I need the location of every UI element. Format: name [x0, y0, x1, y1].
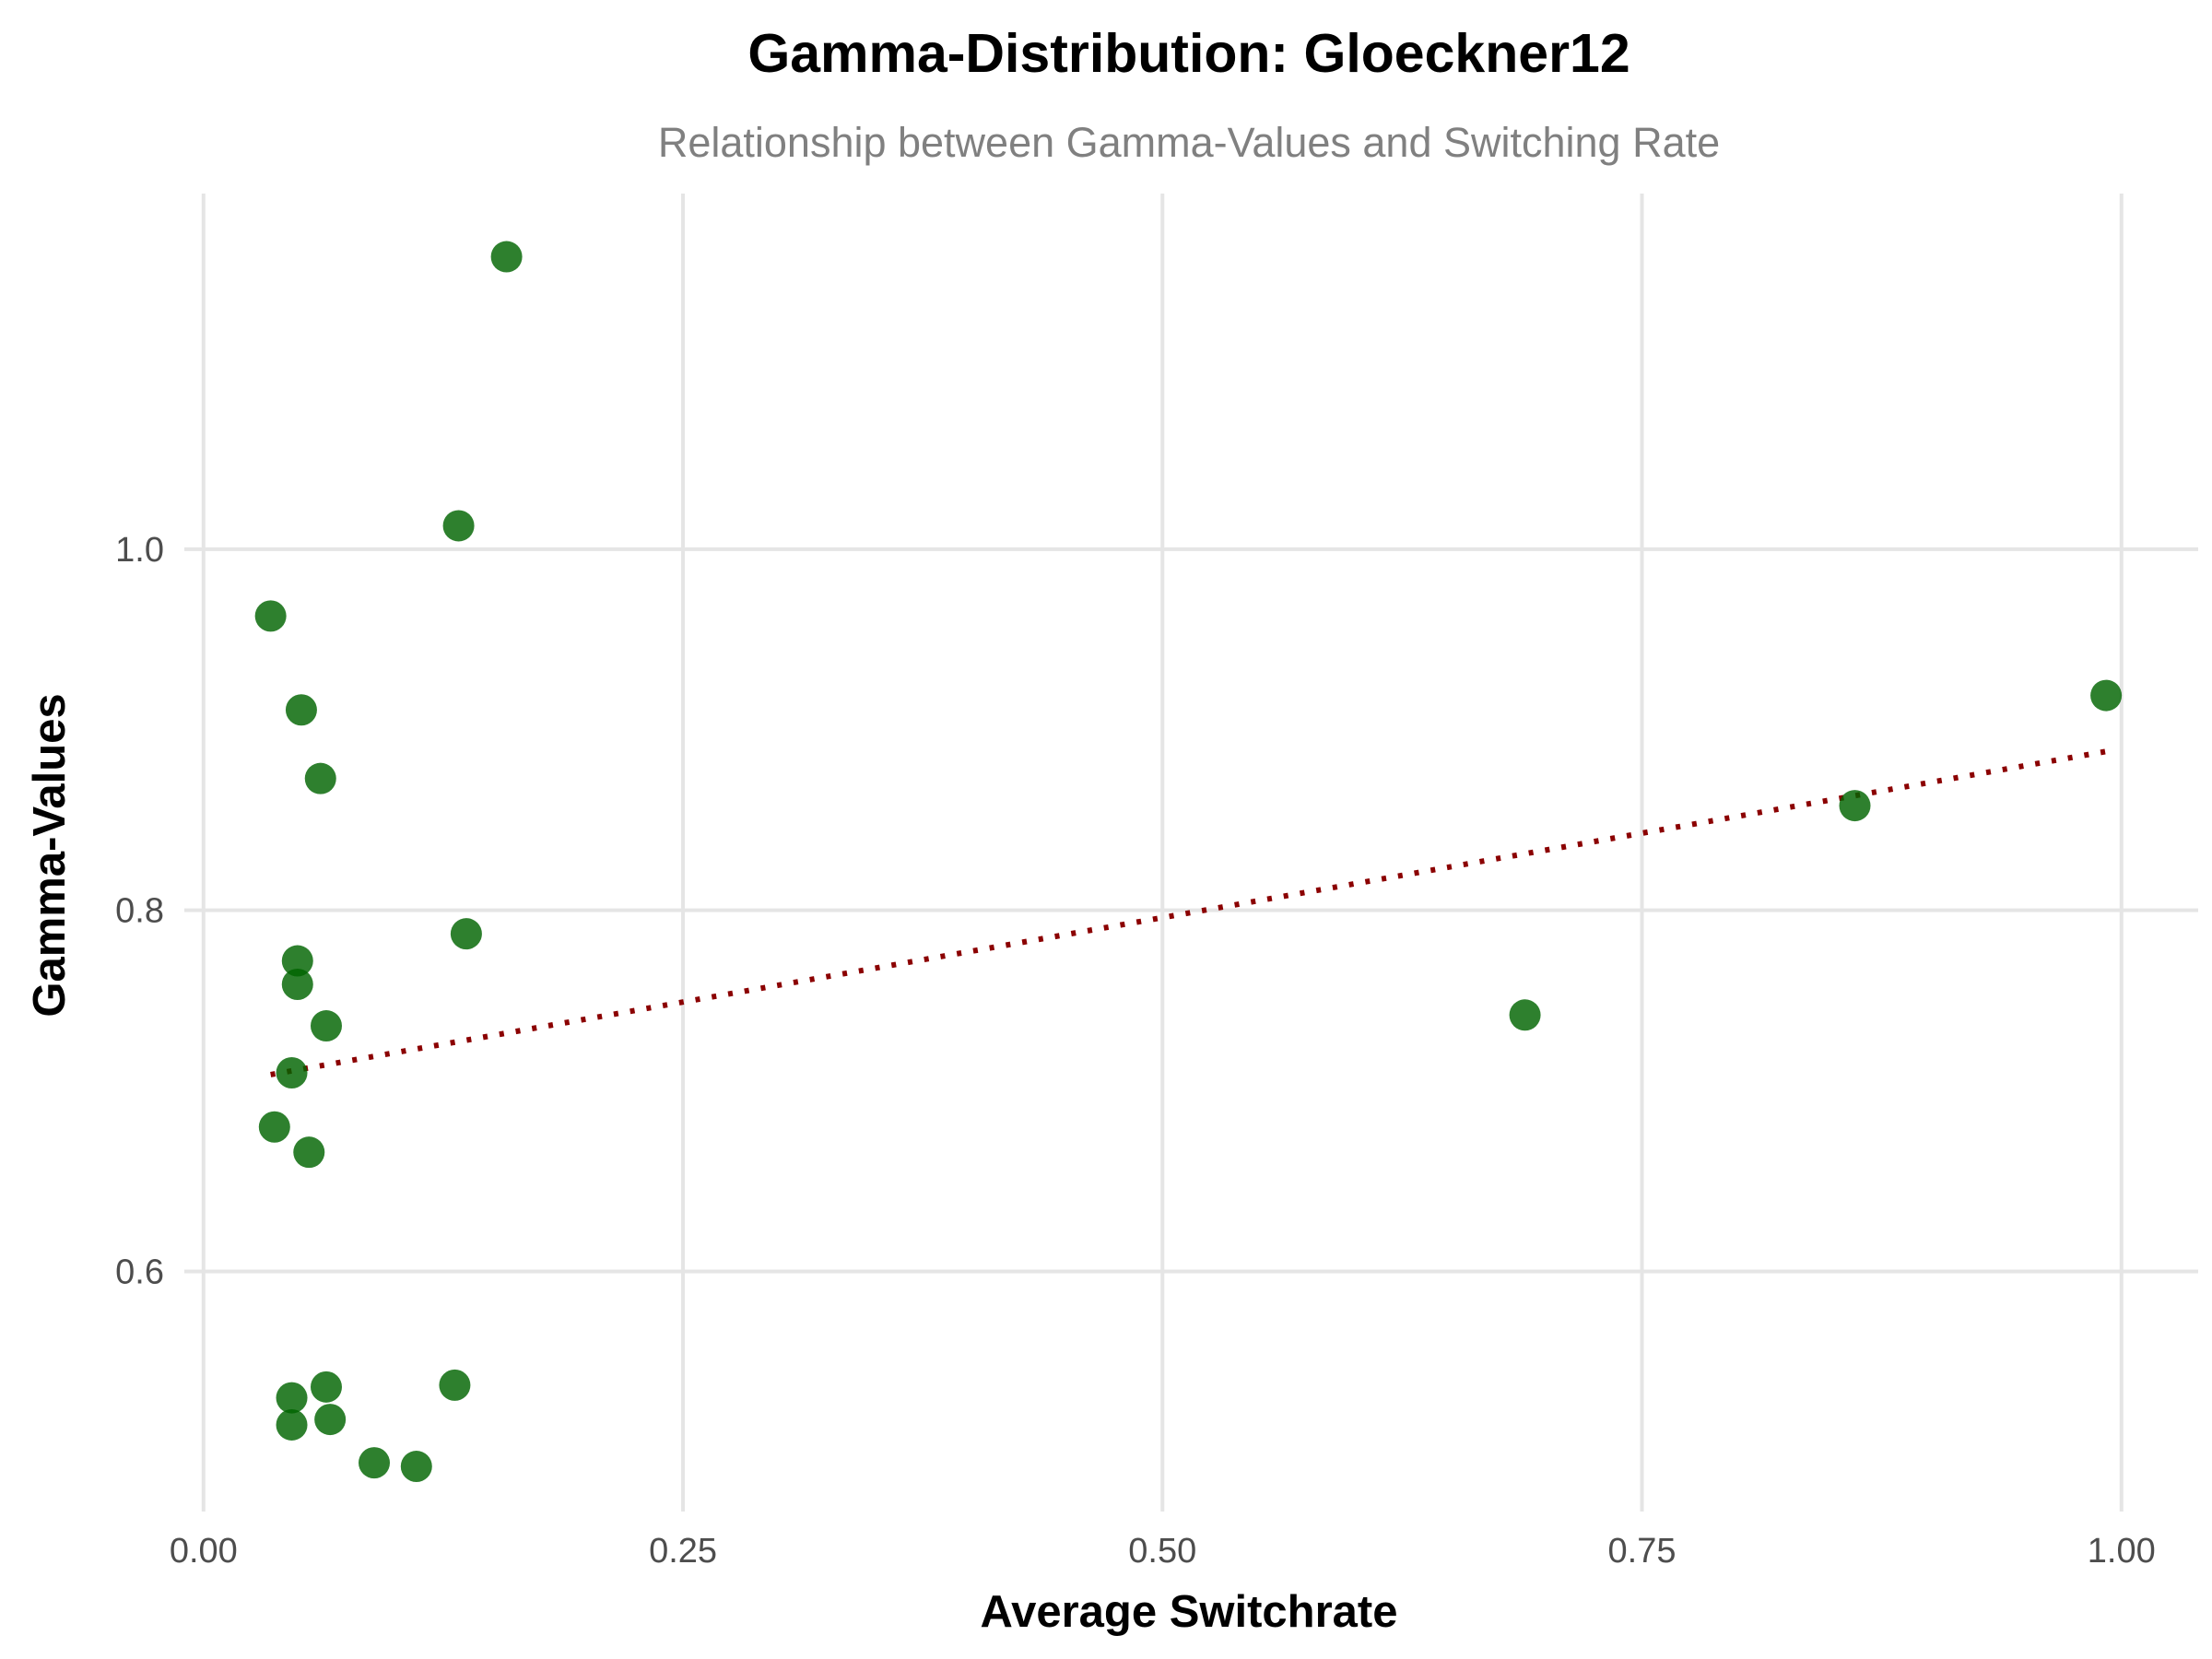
y-tick-label: 0.6: [115, 1253, 164, 1291]
data-point: [442, 510, 475, 542]
data-point: [276, 1382, 308, 1414]
data-point: [439, 1369, 471, 1401]
y-axis-title: Gamma-Values: [25, 693, 75, 1017]
data-point: [258, 1111, 290, 1143]
data-point: [310, 1371, 342, 1403]
data-point: [276, 1408, 308, 1441]
data-point: [400, 1451, 432, 1483]
y-axis-ticks: 0.6 0.8 1.0: [115, 531, 164, 1292]
grid-lines: [184, 194, 2198, 1512]
data-point: [276, 1056, 308, 1088]
data-point: [314, 1404, 347, 1436]
x-tick-label: 0.50: [1128, 1532, 1196, 1571]
data-point: [293, 1136, 325, 1169]
data-point: [490, 241, 523, 273]
y-tick-label: 1.0: [115, 531, 164, 570]
data-points: [254, 241, 2123, 1483]
data-point: [304, 762, 336, 794]
x-tick-label: 0.25: [649, 1532, 717, 1571]
data-point: [450, 918, 482, 950]
data-point: [254, 600, 287, 632]
x-axis-ticks: 0.00 0.25 0.50 0.75 1.00: [170, 1532, 2156, 1571]
data-point: [310, 1010, 342, 1042]
data-point: [1839, 790, 1871, 822]
chart-subtitle: Relationship between Gamma-Values and Sw…: [658, 119, 1720, 166]
trend-line-group: [270, 748, 2107, 1077]
chart-title: Gamma-Distribution: Gloeckner12: [747, 23, 1630, 84]
y-tick-label: 0.8: [115, 892, 164, 931]
data-point: [2090, 679, 2123, 712]
data-point: [1509, 999, 1541, 1031]
trend-line: [270, 748, 2107, 1077]
x-tick-label: 0.75: [1608, 1532, 1677, 1571]
x-axis-title: Average Switchrate: [981, 1587, 1398, 1637]
data-point: [359, 1447, 391, 1479]
data-point: [285, 694, 317, 726]
data-point: [281, 945, 313, 977]
x-tick-label: 0.00: [170, 1532, 238, 1571]
x-tick-label: 1.00: [2088, 1532, 2156, 1571]
data-point: [281, 969, 313, 1000]
